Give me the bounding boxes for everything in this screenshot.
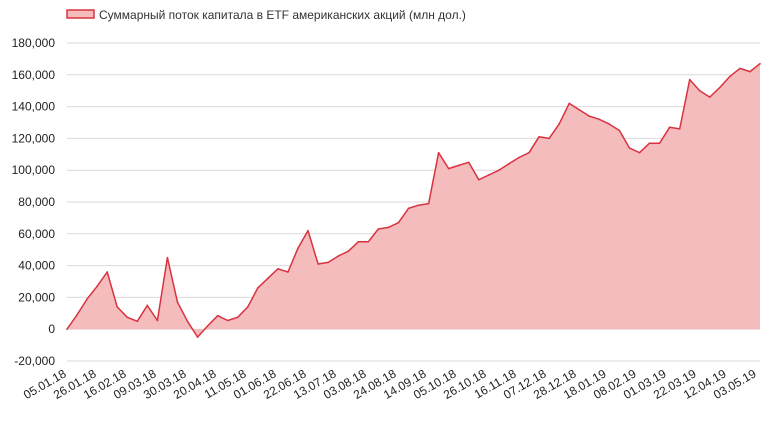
data-point bbox=[638, 151, 641, 154]
data-point bbox=[176, 301, 179, 303]
y-tick-label: 0 bbox=[48, 322, 55, 336]
data-point bbox=[267, 277, 269, 280]
data-point bbox=[277, 267, 279, 270]
data-point bbox=[528, 151, 530, 154]
data-point bbox=[387, 226, 390, 229]
x-axis-tick-labels: 05.01.1826.01.1816.02.1809.03.1830.03.18… bbox=[21, 366, 759, 402]
data-point bbox=[347, 250, 350, 253]
data-point bbox=[678, 128, 681, 130]
data-point bbox=[287, 271, 289, 273]
data-point bbox=[688, 78, 691, 81]
data-point bbox=[257, 287, 259, 289]
data-point bbox=[357, 240, 360, 243]
y-tick-label: 20,000 bbox=[18, 290, 55, 304]
y-tick-label: 40,000 bbox=[18, 259, 55, 273]
y-tick-label: 140,000 bbox=[12, 100, 56, 114]
data-point bbox=[548, 137, 550, 140]
data-point bbox=[457, 164, 460, 167]
data-point bbox=[668, 126, 671, 129]
data-point bbox=[327, 261, 329, 264]
data-point bbox=[76, 314, 78, 316]
data-point bbox=[698, 89, 701, 92]
data-point bbox=[317, 263, 319, 265]
data-point bbox=[538, 136, 540, 138]
data-point bbox=[508, 163, 510, 165]
data-point bbox=[598, 118, 601, 121]
data-point bbox=[307, 229, 309, 232]
data-point bbox=[136, 320, 139, 323]
data-point bbox=[628, 147, 631, 149]
data-point bbox=[417, 204, 420, 206]
data-point bbox=[518, 156, 520, 159]
data-point bbox=[477, 178, 480, 181]
y-tick-label: -20,000 bbox=[14, 354, 55, 368]
data-point bbox=[407, 207, 410, 210]
data-point bbox=[749, 70, 751, 73]
data-point bbox=[156, 319, 159, 322]
area-fill bbox=[67, 63, 760, 338]
data-point bbox=[337, 255, 339, 257]
series-line bbox=[66, 63, 761, 338]
legend-swatch bbox=[66, 9, 95, 19]
data-point bbox=[739, 67, 741, 70]
series-area bbox=[66, 62, 761, 338]
data-point bbox=[206, 325, 209, 327]
data-point bbox=[437, 151, 440, 154]
data-point bbox=[106, 271, 108, 273]
data-point bbox=[126, 316, 129, 319]
data-point bbox=[166, 256, 169, 259]
y-tick-label: 180,000 bbox=[12, 36, 56, 50]
data-point bbox=[759, 62, 761, 65]
data-point bbox=[367, 240, 370, 243]
data-point bbox=[588, 115, 591, 117]
data-point bbox=[648, 142, 651, 144]
data-point bbox=[447, 167, 450, 170]
y-tick-label: 120,000 bbox=[12, 131, 56, 145]
data-point bbox=[196, 336, 199, 338]
data-point bbox=[186, 320, 189, 323]
y-tick-label: 80,000 bbox=[18, 195, 55, 209]
data-point bbox=[236, 316, 239, 319]
data-point bbox=[568, 102, 570, 105]
data-point bbox=[246, 306, 249, 308]
data-point bbox=[297, 247, 299, 249]
data-point bbox=[618, 129, 621, 132]
data-point bbox=[226, 319, 229, 322]
data-point bbox=[658, 142, 661, 144]
data-point bbox=[116, 306, 119, 308]
data-point bbox=[377, 228, 380, 230]
data-point bbox=[498, 169, 500, 171]
data-point bbox=[146, 304, 149, 307]
data-point bbox=[467, 161, 470, 164]
data-point bbox=[708, 96, 711, 98]
y-axis-tick-labels: -20,000 0 20,000 40,000 60,000 80,000 100,000 1… bbox=[12, 36, 56, 368]
legend: Суммарный поток капитала в ETF американс… bbox=[66, 8, 466, 22]
data-point bbox=[719, 86, 721, 89]
data-point bbox=[558, 123, 560, 125]
data-point bbox=[86, 298, 88, 300]
y-tick-label: 60,000 bbox=[18, 227, 55, 241]
data-point bbox=[578, 108, 581, 111]
data-point bbox=[729, 75, 731, 78]
data-point bbox=[96, 285, 98, 288]
legend-label: Суммарный поток капитала в ETF американс… bbox=[99, 8, 466, 22]
y-tick-label: 100,000 bbox=[12, 163, 56, 177]
data-point bbox=[216, 314, 219, 317]
data-point bbox=[427, 202, 430, 205]
data-point bbox=[66, 328, 68, 331]
data-point bbox=[608, 123, 611, 125]
data-point bbox=[488, 174, 490, 176]
data-point bbox=[397, 221, 400, 224]
y-tick-label: 160,000 bbox=[12, 68, 56, 82]
